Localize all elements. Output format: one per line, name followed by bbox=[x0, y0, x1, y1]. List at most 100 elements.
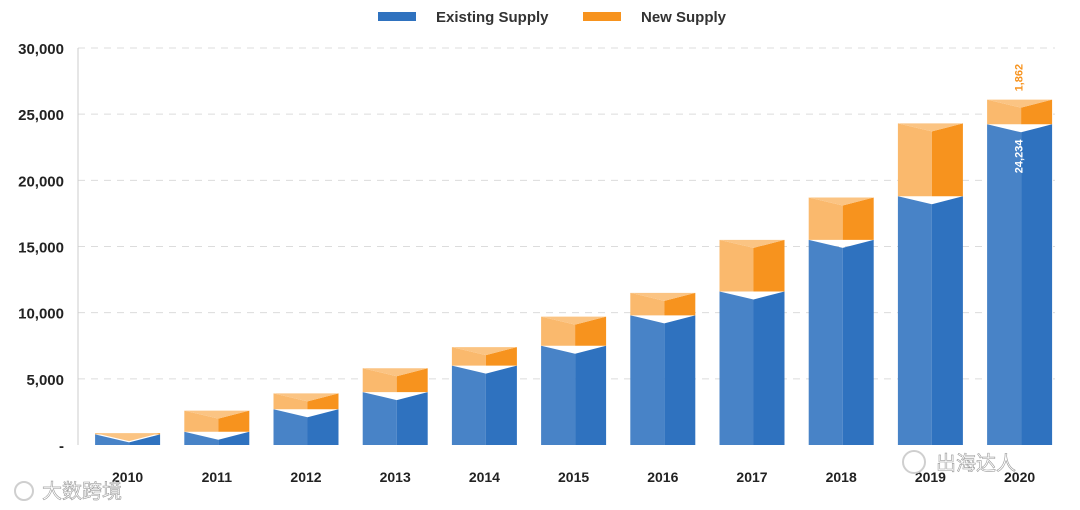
bar-stack-2016 bbox=[630, 292, 696, 445]
bar-2015-new bbox=[541, 316, 607, 346]
bar-2015-new-right-face bbox=[575, 316, 607, 346]
bar-stack-2014 bbox=[451, 347, 517, 445]
bar-2014-new-top-face bbox=[451, 347, 517, 356]
bar-2011-new bbox=[184, 410, 250, 432]
bar-2018-new-right-face bbox=[842, 197, 874, 240]
bar-2020-existing-left-face bbox=[987, 124, 1022, 445]
bar-2020-new bbox=[987, 99, 1053, 125]
y-tick-label: 20,000 bbox=[18, 173, 64, 190]
x-tick-label: 2019 bbox=[915, 469, 946, 485]
bar-2018-existing-left-face bbox=[808, 239, 843, 445]
bar-2013-existing bbox=[362, 392, 428, 445]
bar-2018-new-top-face bbox=[808, 197, 874, 206]
bar-2014-new-right-face bbox=[485, 347, 517, 366]
data-labels: 24,234 1,862 bbox=[1014, 64, 1026, 173]
bar-stack-2018 bbox=[808, 197, 874, 445]
bar-2014-existing bbox=[451, 365, 517, 445]
bar-2011-new-right-face bbox=[218, 410, 250, 432]
bar-2013-existing-left-face bbox=[362, 392, 397, 445]
x-tick-label: 2015 bbox=[558, 469, 589, 485]
bar-2017-existing-left-face bbox=[719, 291, 754, 445]
bar-2015-new-left-face bbox=[541, 316, 576, 346]
y-tick-label: 15,000 bbox=[18, 240, 64, 257]
bar-2018-new bbox=[808, 197, 874, 240]
legend-label-new: New Supply bbox=[641, 9, 727, 26]
bar-2016-existing-right-face bbox=[664, 315, 696, 445]
bar-2019-existing-right-face bbox=[931, 196, 963, 445]
bars bbox=[95, 99, 1053, 445]
bar-2012-new bbox=[273, 393, 339, 410]
y-tick-label: 5,000 bbox=[26, 372, 64, 389]
data-label-2020-new: 1,862 bbox=[1014, 64, 1026, 92]
legend-label-existing: Existing Supply bbox=[436, 9, 549, 26]
bar-2012-new-top-face bbox=[273, 393, 339, 402]
bar-2012-existing-right-face bbox=[307, 409, 339, 445]
legend-swatch-existing bbox=[378, 12, 416, 21]
bar-2013-new bbox=[362, 368, 428, 393]
watermark-left: 大数跨境 bbox=[14, 479, 122, 503]
watermarks: 大数跨境 出海达人 bbox=[14, 450, 1016, 503]
watermark-right-logo bbox=[902, 450, 926, 474]
x-tick-label: 2016 bbox=[647, 469, 678, 485]
bar-2010-new bbox=[95, 433, 161, 442]
bar-2013-new-top-face bbox=[362, 368, 428, 377]
bar-2013-existing-right-face bbox=[396, 392, 428, 445]
bar-2019-existing-left-face bbox=[897, 196, 932, 445]
y-tick-label: - bbox=[59, 438, 64, 455]
x-tick-label: 2014 bbox=[469, 469, 500, 485]
bar-2017-existing-right-face bbox=[753, 291, 785, 445]
bar-2016-existing-left-face bbox=[630, 315, 665, 445]
bar-2018-existing bbox=[808, 239, 874, 445]
bar-2020-existing-right-face bbox=[1021, 124, 1053, 445]
legend-swatch-new bbox=[583, 12, 621, 21]
bar-2012-existing-left-face bbox=[273, 409, 308, 445]
bar-2017-existing bbox=[719, 291, 785, 445]
bar-2015-new-top-face bbox=[541, 316, 607, 325]
watermark-left-logo bbox=[14, 481, 34, 501]
bar-2017-new bbox=[719, 239, 785, 292]
bar-2019-existing bbox=[897, 196, 963, 445]
bar-2016-new-top-face bbox=[630, 292, 696, 301]
x-tick-label: 2010 bbox=[112, 469, 143, 485]
bar-2014-existing-left-face bbox=[451, 365, 486, 445]
bar-2010-existing-left-face bbox=[95, 434, 130, 445]
bar-2011-existing bbox=[184, 431, 250, 445]
bar-stack-2010 bbox=[95, 433, 161, 445]
bar-stack-2012 bbox=[273, 393, 339, 445]
bar-2015-existing-right-face bbox=[575, 345, 607, 445]
bar-2019-new-left-face bbox=[897, 123, 932, 197]
bar-2014-new bbox=[451, 347, 517, 366]
bar-2010-existing-right-face bbox=[129, 434, 161, 445]
bar-2020-existing bbox=[987, 124, 1053, 445]
bar-2015-existing bbox=[541, 345, 607, 445]
bar-2010-existing bbox=[95, 434, 161, 445]
grid-lines bbox=[78, 47, 1055, 380]
y-tick-label: 10,000 bbox=[18, 306, 64, 323]
bar-2011-existing-right-face bbox=[218, 431, 250, 445]
x-tick-label: 2017 bbox=[736, 469, 767, 485]
y-axis: - 5,000 10,000 15,000 20,000 25,000 30,000 bbox=[18, 41, 79, 455]
bar-2018-new-left-face bbox=[808, 197, 843, 240]
bar-2014-existing-right-face bbox=[485, 365, 517, 445]
bar-2016-new bbox=[630, 292, 696, 316]
bar-2011-new-top-face bbox=[184, 410, 250, 419]
bar-2010-new-top-face bbox=[95, 433, 161, 442]
x-tick-label: 2018 bbox=[826, 469, 857, 485]
bar-2013-new-right-face bbox=[396, 368, 428, 393]
y-tick-label: 30,000 bbox=[18, 41, 64, 58]
x-tick-label: 2020 bbox=[1004, 469, 1035, 485]
watermark-right: 出海达人 bbox=[902, 450, 1016, 475]
bar-2012-new-right-face bbox=[307, 393, 339, 410]
watermark-left-text: 大数跨境 bbox=[42, 479, 122, 503]
bar-2017-new-left-face bbox=[719, 239, 754, 292]
bar-2019-new-top-face bbox=[897, 123, 963, 132]
bar-2011-new-left-face bbox=[184, 410, 219, 432]
bar-2014-new-left-face bbox=[451, 347, 486, 366]
bar-stack-2020 bbox=[987, 99, 1053, 445]
bar-2012-new-left-face bbox=[273, 393, 308, 410]
x-tick-label: 2013 bbox=[380, 469, 411, 485]
bar-2019-new bbox=[897, 123, 963, 197]
bar-2020-new-left-face bbox=[987, 99, 1022, 125]
bar-2012-existing bbox=[273, 409, 339, 445]
bar-2016-new-right-face bbox=[664, 292, 696, 316]
